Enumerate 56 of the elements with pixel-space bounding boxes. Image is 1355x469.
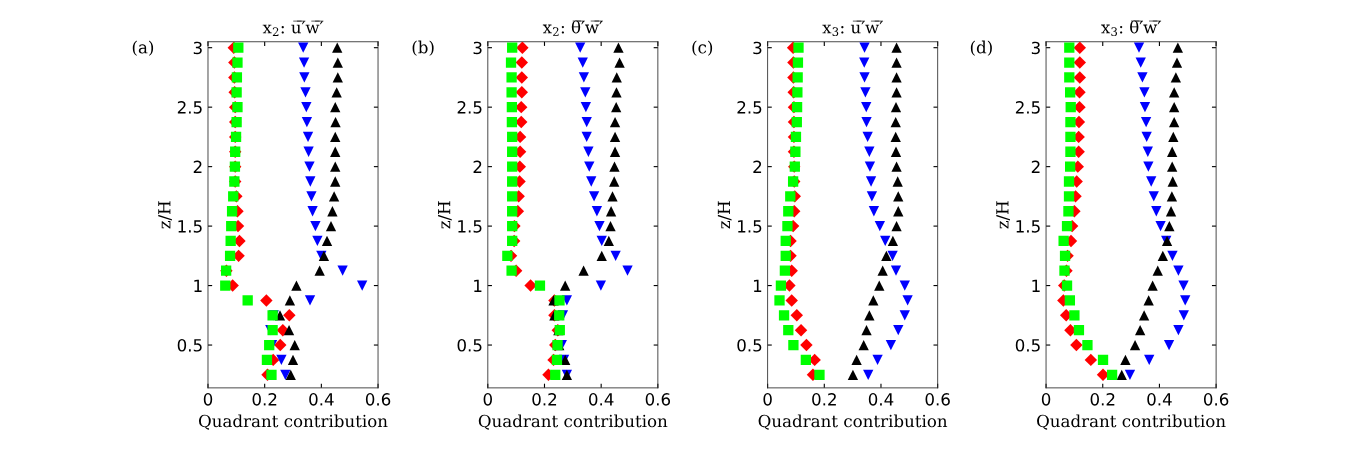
x-axis-title: Quadrant contribution (478, 414, 668, 430)
x-tick-label: 0.4 (868, 393, 894, 406)
y-tick-label: 1 (753, 279, 762, 292)
x-tick-label: 0.6 (925, 393, 950, 406)
chart-title: x$_{3}$: θ̅′̅w̅′̅ (1101, 20, 1162, 37)
x-tick-label: 0 (483, 393, 492, 406)
y-tick-label: 2 (193, 160, 202, 173)
y-tick-label: 2 (473, 160, 482, 173)
x-tick-label: 0.2 (1090, 393, 1115, 406)
y-tick-label: 2.5 (1015, 101, 1040, 114)
y-tick-label: 0.5 (1015, 339, 1040, 352)
x-tick-label: 0.6 (645, 393, 671, 406)
x-tick-label: 0 (763, 393, 772, 406)
chart-title: x$_{2}$: u̅′̅w̅′̅ (262, 20, 324, 36)
y-tick-label: 3 (473, 41, 482, 55)
chart-title: x$_{2}$: θ̅′̅w̅′̅ (542, 20, 603, 36)
y-tick-label: 1.5 (458, 220, 482, 233)
x-tick-label: 0.2 (532, 393, 557, 406)
x-tick-label: 0.2 (812, 393, 836, 406)
x-axis-title: Quadrant contribution (758, 414, 948, 430)
text: (b) (412, 40, 434, 56)
y-tick-label: 1.5 (1016, 220, 1040, 233)
text: (a) (132, 40, 154, 56)
y-tick-label: 2.5 (737, 101, 762, 114)
y-axis-title: z/H (717, 201, 732, 229)
y-axis-title: z/H (438, 201, 452, 229)
y-tick-label: 0.5 (737, 339, 762, 352)
y-tick-label: 1.5 (178, 220, 202, 233)
x-axis-title: Quadrant contribution (198, 414, 388, 430)
y-tick-label: 3 (753, 41, 762, 55)
x-tick-label: 0.4 (1147, 393, 1172, 406)
y-tick-label: 1.5 (738, 220, 762, 233)
y-tick-label: 2 (1031, 160, 1040, 173)
y-tick-label: 2.5 (177, 101, 202, 114)
x-tick-label: 0.6 (365, 393, 391, 406)
y-axis-title: z/H (158, 201, 172, 229)
y-tick-label: 2.5 (457, 101, 482, 114)
y-tick-label: 1 (1032, 279, 1040, 292)
y-tick-label: 1 (194, 279, 202, 292)
x-tick-label: 0 (203, 393, 213, 406)
x-tick-label: 0.4 (309, 393, 334, 406)
y-tick-label: 2 (753, 160, 762, 173)
x-tick-label: 0.6 (1203, 393, 1229, 406)
y-tick-label: 1 (474, 279, 482, 292)
x-tick-label: 0.2 (252, 393, 277, 406)
text: (c) (692, 40, 713, 56)
x-axis-title: Quadrant contribution (1037, 414, 1226, 430)
y-tick-label: 3 (1031, 41, 1040, 55)
y-axis-title: z/H (996, 201, 1010, 229)
y-tick-label: 3 (193, 41, 202, 55)
x-tick-label: 0 (1041, 393, 1051, 406)
y-tick-label: 0.5 (177, 339, 202, 352)
chart-title: x$_{3}$: u̅′̅w̅′̅ (822, 20, 884, 37)
text: (d) (970, 40, 992, 56)
y-tick-label: 0.5 (457, 339, 482, 352)
x-tick-label: 0.4 (589, 393, 614, 406)
